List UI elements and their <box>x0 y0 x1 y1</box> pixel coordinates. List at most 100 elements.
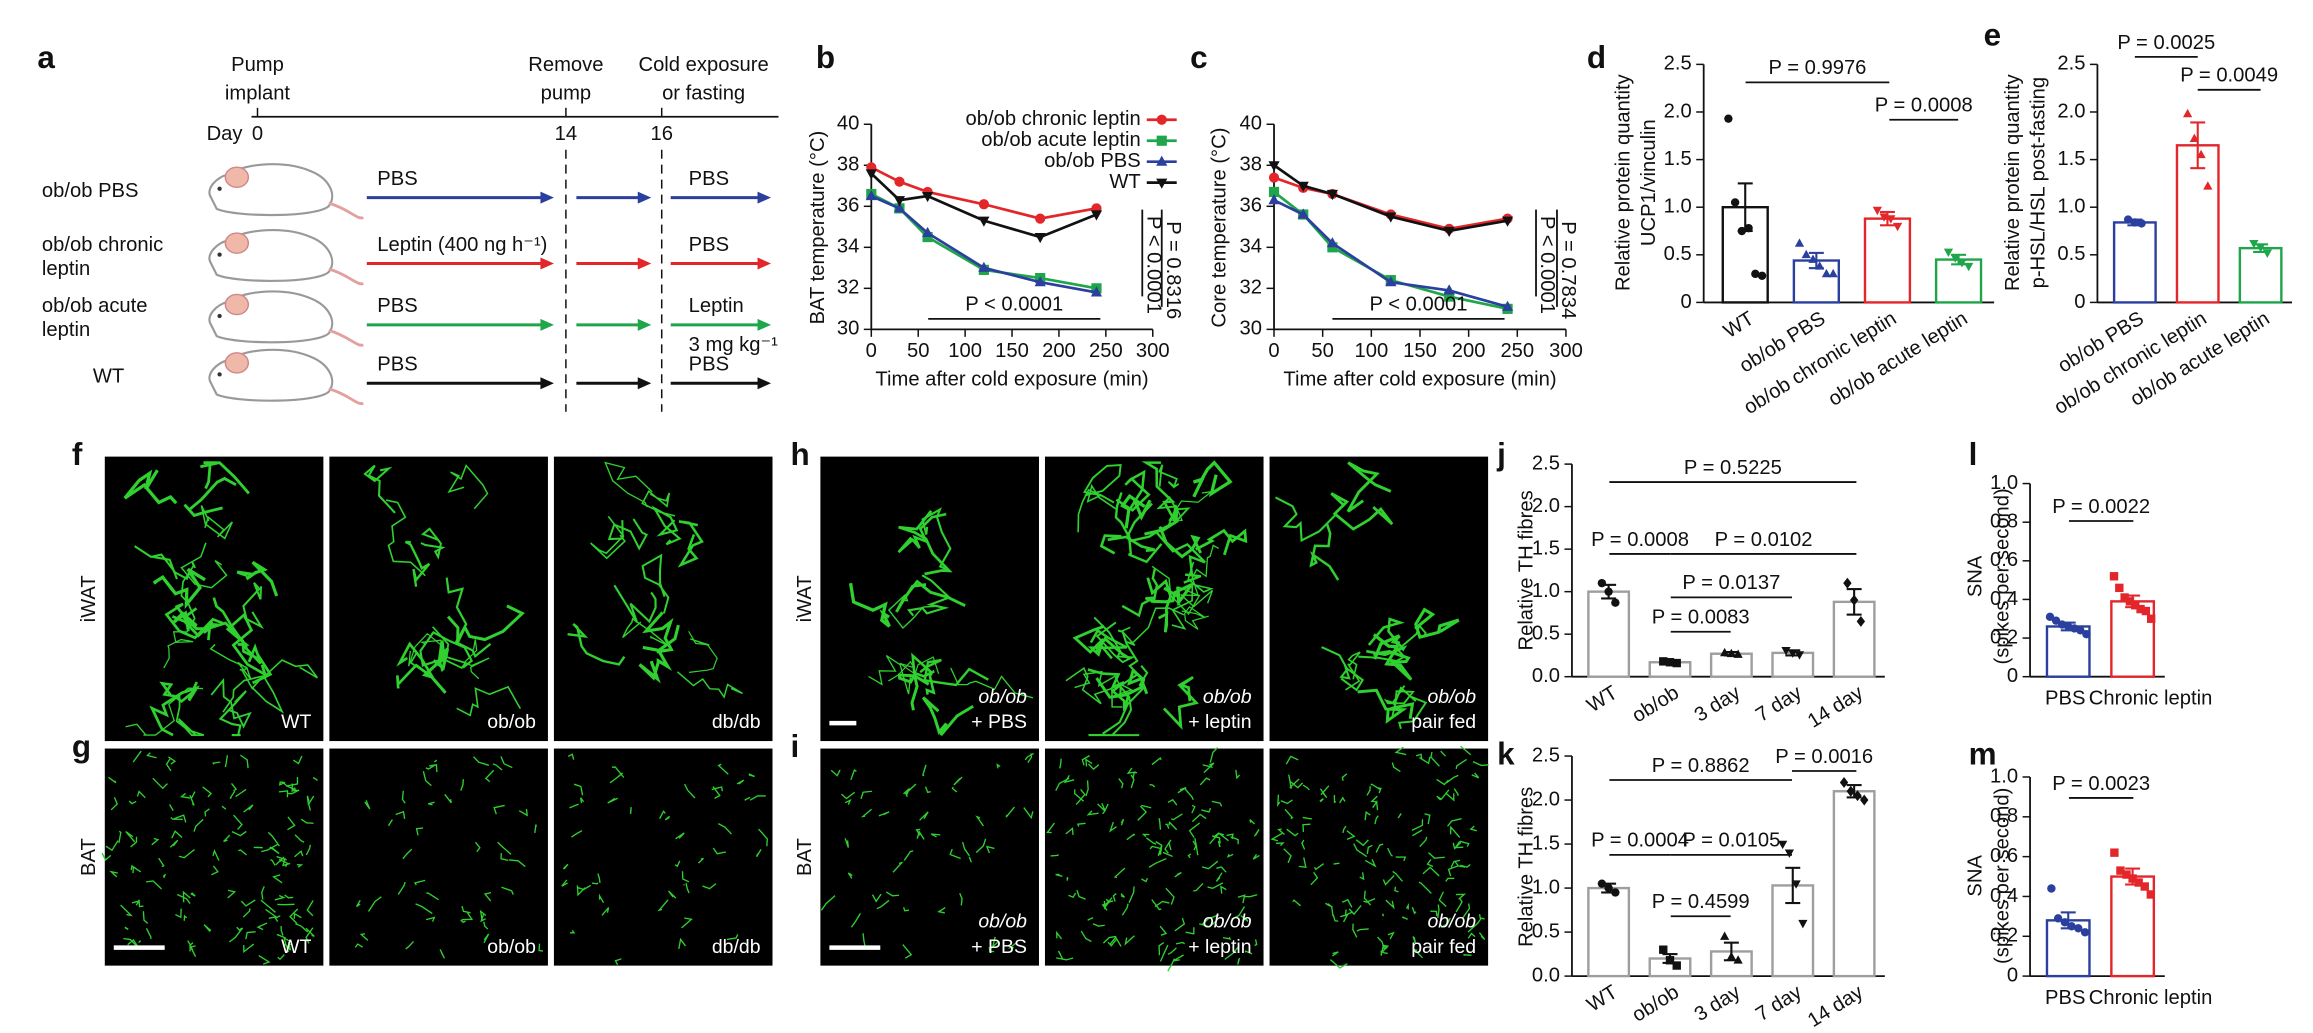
nerve-fibre <box>296 864 304 868</box>
arrow-head <box>637 191 652 204</box>
panel-label: g <box>72 729 91 764</box>
nerve-fibre <box>968 856 972 863</box>
legend-label: ob/ob PBS <box>1044 150 1141 172</box>
nerve-fibre <box>1209 747 1218 763</box>
nerve-fibre <box>1007 942 1017 949</box>
marker <box>2076 626 2085 635</box>
image-label: ob/ob <box>487 711 536 733</box>
bar <box>1863 217 1912 304</box>
marker <box>1892 222 1903 232</box>
nerve-fibre <box>501 886 514 895</box>
nerve-fibre <box>1243 894 1258 898</box>
nerve-fibre <box>1113 867 1126 879</box>
nerve-fibre <box>607 797 618 804</box>
marker <box>2047 884 2056 893</box>
y-tick-label: 2.0 <box>2057 100 2085 122</box>
nerve-fibre <box>178 848 195 859</box>
marker <box>1297 181 1309 192</box>
nerve-fibre <box>146 752 157 759</box>
nerve-fibre <box>163 631 194 669</box>
y-axis-title: (spikes per second) <box>1991 488 2013 664</box>
nerve-fibre <box>138 899 144 908</box>
nerve-fibre <box>267 831 280 847</box>
nerve-fibre <box>134 545 191 581</box>
nerve-fibre <box>651 505 682 546</box>
nerve-fibre <box>484 769 495 783</box>
nerve-fibre <box>1155 531 1206 584</box>
marker <box>1444 291 1455 302</box>
nerve-fibre <box>1125 502 1163 564</box>
nerve-fibre <box>294 834 305 843</box>
nerve-fibre <box>1201 807 1212 813</box>
marker <box>1808 254 1818 263</box>
marker <box>921 191 934 203</box>
legend-label: ob/ob acute leptin <box>981 129 1141 151</box>
y-tick-label: 2.5 <box>1532 452 1560 474</box>
nerve-fibre <box>1121 903 1129 916</box>
nerve-fibre <box>959 893 963 906</box>
nerve-fibre <box>1165 887 1175 905</box>
marker <box>2109 572 2119 581</box>
nerve-fibre <box>1118 778 1124 789</box>
nerve-fibre <box>1083 464 1122 504</box>
nerve-fibre <box>629 807 632 815</box>
nerve-fibre <box>1366 844 1373 855</box>
nerve-fibre <box>402 848 413 860</box>
nerve-fibre <box>1414 607 1460 640</box>
nerve-fibre <box>1346 461 1392 513</box>
nerve-fibre <box>473 756 490 766</box>
legend-marker <box>1156 135 1167 146</box>
nerve-fibre <box>165 758 172 772</box>
p-value: P = 0.9976 <box>1768 57 1866 79</box>
panel-label: b <box>816 40 835 75</box>
nerve-fibre <box>1455 898 1463 913</box>
nerve-fibre <box>1201 860 1219 870</box>
nerve-fibre <box>1415 753 1423 760</box>
x-tick-label: WT <box>1583 682 1621 717</box>
nerve-fibre <box>1085 758 1093 767</box>
nerve-fibre <box>120 904 134 917</box>
nerve-fibre <box>675 832 685 840</box>
marker <box>1815 261 1825 270</box>
marker <box>2051 616 2061 625</box>
nerve-fibre <box>1436 795 1442 801</box>
nerve-fibre <box>142 911 149 924</box>
image-label: ob/ob <box>1203 686 1252 708</box>
group-label: ob/ob PBS <box>42 180 139 202</box>
nerve-fibre <box>1385 899 1395 910</box>
marker <box>1964 262 1974 272</box>
nerve-fibre <box>287 776 299 787</box>
nerve-fibre <box>1366 617 1408 657</box>
day-tick-label: 16 <box>650 123 672 145</box>
nerve-fibre <box>1341 773 1348 781</box>
nerve-fibre <box>1467 932 1476 939</box>
nerve-fibre <box>1126 767 1136 775</box>
nerve-fibre <box>659 810 666 820</box>
p-value: P = 0.8316 <box>1162 221 1184 319</box>
nerve-fibre <box>921 507 952 572</box>
nerve-fibre <box>1285 755 1299 765</box>
nerve-fibre <box>844 798 852 805</box>
nerve-fibre <box>1121 568 1159 618</box>
nerve-fibre <box>573 783 584 796</box>
p-value: P = 0.0004 <box>1591 830 1689 852</box>
x-tick-label: 200 <box>1042 340 1076 362</box>
fluorescence-texture <box>567 461 743 699</box>
nerve-fibre <box>1240 914 1249 922</box>
p-value: P = 0.8862 <box>1652 755 1750 777</box>
x-tick-label: WT <box>1720 308 1758 343</box>
nerve-fibre <box>868 655 912 695</box>
nerve-fibre <box>1401 916 1408 921</box>
error-bar <box>2190 121 2206 170</box>
nerve-fibre <box>1359 872 1365 881</box>
nerve-fibre <box>240 754 249 769</box>
nerve-fibre <box>169 804 174 811</box>
marker <box>2082 630 2091 639</box>
marker <box>1090 210 1103 221</box>
x-tick-label: 100 <box>1354 340 1388 362</box>
y-tick-label: 32 <box>837 277 859 299</box>
nerve-fibre <box>171 830 183 839</box>
nerve-fibre <box>860 790 873 800</box>
nerve-fibre <box>1382 874 1395 886</box>
marker <box>1659 945 1668 954</box>
